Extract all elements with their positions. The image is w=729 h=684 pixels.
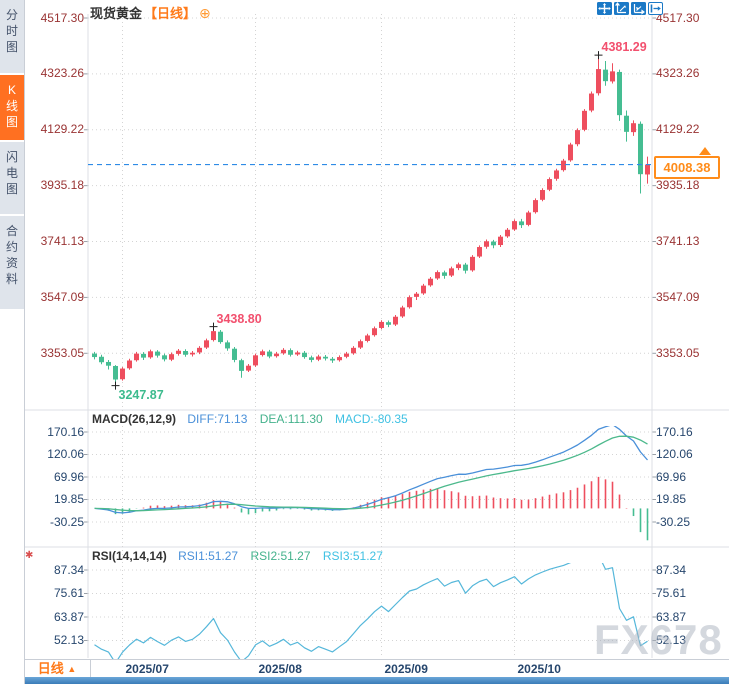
chart-title: 现货黄金 【日线】 ⊕ xyxy=(90,3,211,22)
sidebar-item-flash-chart[interactable]: 闪电图 xyxy=(0,142,24,214)
sidebar-item-time-chart[interactable]: 分时图 xyxy=(0,0,24,73)
dropdown-arrow-icon: ▲ xyxy=(67,664,77,674)
x-axis-label: 2025/10 xyxy=(517,662,561,676)
y-axis-label: 3353.05 xyxy=(40,345,84,360)
last-price-tag: 4008.38 xyxy=(654,156,720,179)
y-axis-label: 75.61 xyxy=(53,586,84,600)
add-indicator-icon[interactable]: ⊕ xyxy=(199,5,211,21)
macd-dea-value: DEA:111.30 xyxy=(259,412,323,426)
rsi1-value: RSI1:51.27 xyxy=(178,549,239,563)
x-axis-label: 2025/07 xyxy=(125,662,169,676)
y-axis-label: 4323.26 xyxy=(40,66,84,81)
rsi-indicator-icon[interactable]: ✱ xyxy=(25,550,34,561)
macd-title: MACD(26,12,9) xyxy=(92,412,177,426)
chart-toolbar xyxy=(597,2,663,15)
y-axis-label: 4323.26 xyxy=(656,66,700,81)
horizontal-scrollbar[interactable] xyxy=(24,677,729,684)
y-axis-label: 3547.09 xyxy=(656,289,700,304)
y-axis-label: 87.34 xyxy=(656,562,687,577)
y-axis-label: 87.34 xyxy=(53,562,84,577)
y-axis-label: 4129.22 xyxy=(656,122,700,137)
macd-diff-value: DIFF:71.13 xyxy=(187,412,248,426)
y-axis-label: -30.25 xyxy=(49,514,84,529)
y-axis-label: 52.13 xyxy=(656,633,687,647)
y-axis-label: -30.25 xyxy=(656,514,691,529)
x-axis-label: 2025/08 xyxy=(258,662,302,676)
x-axis-label: 2025/09 xyxy=(384,662,428,676)
y-axis-label: 75.61 xyxy=(656,586,687,600)
y-axis-label: 3741.13 xyxy=(656,234,700,249)
sidebar-item-contract-info[interactable]: 合约资料 xyxy=(0,216,24,309)
period-selector[interactable]: 日线 ▲ xyxy=(24,660,91,678)
y-axis-label: 19.85 xyxy=(656,492,687,506)
y-axis-label: 63.87 xyxy=(656,609,687,624)
y-axis-label: 69.96 xyxy=(656,469,687,484)
y-axis-label: 170.16 xyxy=(47,424,84,439)
y-axis-label: 4129.22 xyxy=(40,122,84,137)
y-axis-label: 3547.09 xyxy=(40,289,84,304)
rsi-legend: RSI(14,14,14) RSI1:51.27 RSI2:51.27 RSI3… xyxy=(92,549,383,563)
y-axis-label: 120.06 xyxy=(656,447,693,461)
rsi-title: RSI(14,14,14) xyxy=(92,549,167,563)
y-axis-label: 4517.30 xyxy=(656,10,700,25)
y-axis-label: 170.16 xyxy=(656,424,693,439)
period-tag: 【日线】 xyxy=(144,6,197,21)
annotation-low: 3247.87 xyxy=(118,387,164,402)
exit-chart-icon[interactable] xyxy=(648,2,663,15)
annotation-swing-high: 3438.80 xyxy=(216,311,262,326)
pan-crosshair-icon[interactable] xyxy=(597,2,612,15)
macd-legend: MACD(26,12,9) DIFF:71.13 DEA:111.30 MACD… xyxy=(92,412,408,426)
y-axis-label: 52.13 xyxy=(53,633,84,647)
rsi2-value: RSI2:51.27 xyxy=(250,549,311,563)
period-selector-label: 日线 xyxy=(37,661,64,676)
price-tag-arrow-icon xyxy=(699,147,711,155)
y-axis-label: 3741.13 xyxy=(40,234,84,249)
y-axis-label: 3935.18 xyxy=(40,178,84,193)
y-axis-label: 69.96 xyxy=(53,469,84,484)
symbol-name: 现货黄金 xyxy=(90,6,143,21)
zoom-x-axis-icon[interactable] xyxy=(631,2,646,15)
y-axis-label: 120.06 xyxy=(47,447,84,461)
y-axis-label: 3353.05 xyxy=(656,345,700,360)
sidebar-item-kline-chart[interactable]: K线图 xyxy=(0,75,24,140)
y-axis-label: 3935.18 xyxy=(656,178,700,193)
y-axis-label: 4517.30 xyxy=(40,10,84,25)
rsi3-value: RSI3:51.27 xyxy=(322,549,383,563)
y-axis-label: 19.85 xyxy=(53,492,84,506)
annotation-high: 4381.29 xyxy=(601,40,647,55)
macd-hist-value: MACD:-80.35 xyxy=(335,412,408,426)
zoom-y-axis-icon[interactable] xyxy=(614,2,629,15)
time-axis-bar: 日线 ▲ 2025/07 2025/08 2025/09 2025/10 xyxy=(24,659,729,678)
left-sidebar: 分时图 K线图 闪电图 合约资料 xyxy=(0,0,25,684)
y-axis-label: 63.87 xyxy=(53,609,84,624)
